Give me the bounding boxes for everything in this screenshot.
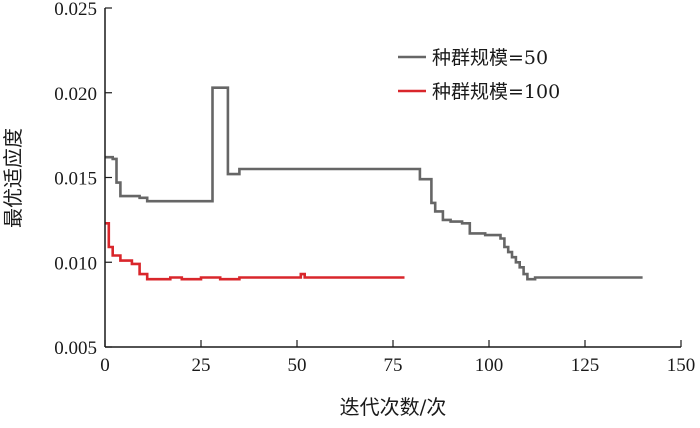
x-tick-label: 75 — [384, 355, 403, 376]
series-line-pop50 — [105, 86, 643, 281]
y-ticks: 0.005 0.010 0.015 0.020 0.025 — [54, 0, 112, 359]
x-tick-label: 150 — [667, 355, 696, 376]
x-tick-label: 125 — [571, 355, 600, 376]
x-tick-label: 100 — [475, 355, 504, 376]
y-tick-label: 0.025 — [54, 0, 97, 20]
x-ticks: 0 25 50 75 100 125 150 — [100, 340, 695, 376]
legend-label-pop100: 种群规模=100 — [432, 81, 560, 103]
x-tick-label: 25 — [192, 355, 211, 376]
y-tick-label: 0.020 — [54, 84, 97, 105]
y-tick-label: 0.015 — [54, 169, 97, 190]
y-axis-title: 最优适应度 — [1, 128, 25, 228]
x-tick-label: 50 — [288, 355, 307, 376]
legend: 种群规模=50 种群规模=100 — [398, 47, 560, 103]
series-layer — [105, 86, 643, 281]
y-tick-label: 0.005 — [54, 338, 97, 359]
axes-layer — [104, 8, 681, 348]
legend-label-pop50: 种群规模=50 — [432, 47, 548, 69]
series-line-pop100 — [105, 222, 405, 281]
y-tick-label: 0.010 — [54, 253, 97, 274]
x-tick-label: 0 — [100, 355, 110, 376]
x-axis-title: 迭代次数/次 — [340, 395, 447, 419]
